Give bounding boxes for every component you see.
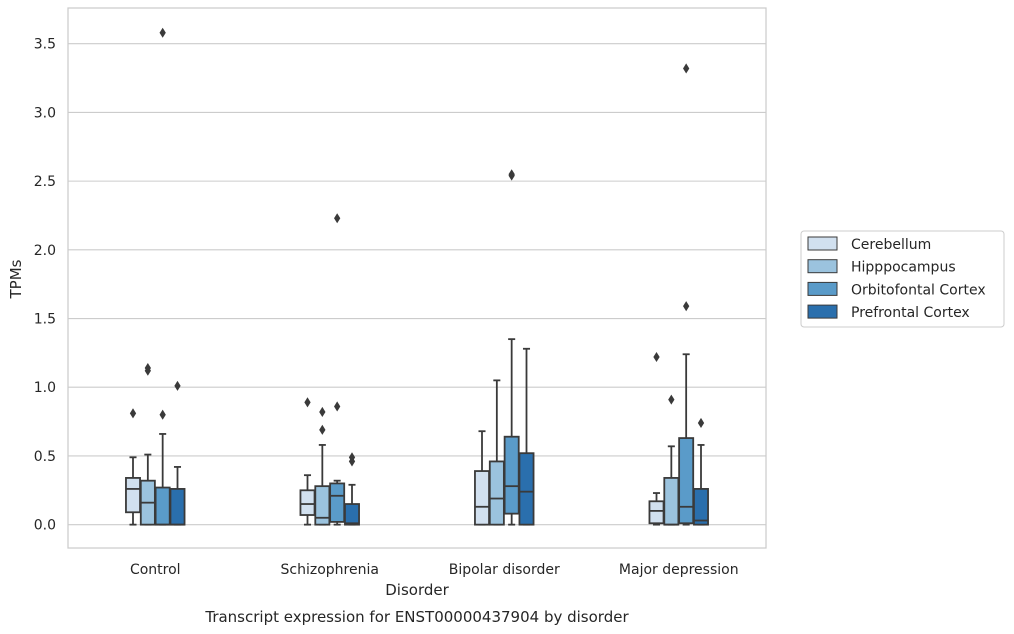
outlier-point [319, 406, 326, 418]
legend-label: Orbitofontal Cortex [851, 282, 986, 298]
box-prefrontal-cortex [518, 347, 535, 526]
y-tick-label: 1.0 [34, 380, 56, 396]
x-axis-title: Disorder [385, 581, 449, 599]
legend-label: Hipppocampus [851, 260, 956, 276]
box-cerebellum [648, 351, 665, 526]
outlier-point [174, 380, 181, 391]
outlier-point [334, 401, 341, 412]
legend-label: Cerebellum [851, 237, 931, 253]
box-orbitofontal-cortex [329, 213, 346, 526]
box-iqr [518, 452, 535, 526]
legend-swatch [807, 259, 838, 274]
outlier-point [668, 394, 675, 405]
x-tick-label: Major depression [619, 562, 739, 578]
legend-swatch [807, 304, 838, 319]
outlier-point [129, 408, 137, 419]
y-tick-label: 1.5 [34, 312, 56, 328]
box-hipppocampus [663, 394, 680, 526]
x-tick-label: Bipolar disorder [449, 562, 560, 578]
y-tick-label: 2.5 [34, 174, 56, 190]
figure-caption: Transcript expression for ENST0000043790… [204, 608, 629, 626]
box-cerebellum [299, 397, 316, 526]
box-iqr [344, 503, 360, 526]
box-cerebellum [125, 408, 141, 526]
box-iqr [503, 435, 520, 515]
box-hipppocampus [488, 379, 505, 526]
outlier-point [697, 417, 705, 429]
y-tick-label: 0.0 [34, 518, 56, 534]
outlier-point [348, 452, 356, 463]
box-iqr [125, 477, 141, 514]
box-iqr [678, 437, 695, 525]
box-iqr [329, 482, 346, 523]
box-orbitofontal-cortex [678, 63, 695, 526]
box-iqr [169, 488, 186, 526]
outlier-point [144, 362, 151, 374]
plot-area-frame [67, 7, 767, 549]
y-tick-label: 3.0 [34, 105, 56, 121]
legend-swatch [807, 281, 838, 296]
outlier-point [304, 397, 311, 408]
y-tick-label: 3.5 [34, 37, 56, 53]
box-prefrontal-cortex [169, 380, 186, 526]
legend-label: Prefrontal Cortex [851, 305, 970, 321]
x-axis-ticks: Control Schizophrenia Bipolar disorder Majo… [130, 562, 739, 578]
x-tick-label: Schizophrenia [281, 562, 379, 578]
y-tick-label: 0.5 [34, 449, 56, 465]
box-iqr [488, 460, 505, 526]
box-series-group [125, 27, 709, 526]
y-axis-ticks: 0.0 0.5 1.0 1.5 2.0 2.5 3.0 3.5 [34, 37, 56, 534]
outlier-point [653, 351, 660, 363]
legend-items: Cerebellum Hipppocampus Orbitofontal Corte… [807, 236, 986, 321]
legend-swatch [807, 236, 838, 251]
x-tick-label: Control [130, 562, 181, 578]
box-prefrontal-cortex [344, 452, 360, 526]
box-iqr [648, 500, 665, 525]
outlier-point [319, 424, 326, 435]
box-iqr [474, 470, 490, 526]
outlier-point [683, 301, 690, 312]
y-tick-label: 2.0 [34, 243, 56, 259]
box-iqr [299, 489, 316, 516]
legend-frame [800, 230, 1005, 328]
outlier-point [334, 213, 341, 224]
box-hipppocampus [314, 406, 331, 526]
outlier-point [508, 169, 515, 180]
gridlines [68, 43, 766, 526]
box-iqr [663, 477, 680, 526]
box-iqr [693, 488, 709, 526]
box-orbitofontal-cortex [503, 169, 520, 526]
legend: Cerebellum Hipppocampus Orbitofontal Corte… [800, 230, 1005, 328]
outlier-point [159, 409, 166, 420]
box-orbitofontal-cortex [154, 27, 171, 526]
y-axis-title: TPMs [7, 259, 25, 299]
box-cerebellum [474, 430, 490, 526]
box-iqr [154, 486, 171, 526]
box-prefrontal-cortex [693, 417, 709, 526]
outlier-point [683, 63, 690, 74]
box-iqr [314, 485, 331, 526]
outlier-point [159, 27, 166, 38]
